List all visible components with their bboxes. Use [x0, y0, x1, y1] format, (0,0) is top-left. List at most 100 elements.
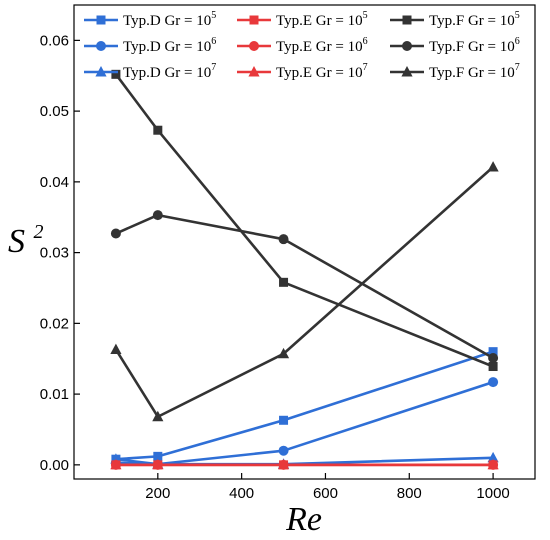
- series-line: [115, 380, 494, 466]
- legend-label-text: Typ.F Gr = 10: [429, 13, 515, 29]
- y-tick-label: 0.06: [40, 32, 69, 49]
- y-tick-label: 0.05: [40, 103, 69, 120]
- data-point: [152, 410, 164, 422]
- y-axis-title-sup: 2: [34, 221, 44, 243]
- y-tick-label: 0.02: [40, 315, 69, 332]
- data-point: [111, 69, 121, 79]
- series-line: [115, 350, 494, 461]
- data-point: [278, 445, 289, 456]
- legend-label: Typ.F Gr = 106: [429, 36, 520, 55]
- x-tick-label: 200: [145, 485, 170, 502]
- legend-label-sup: 5: [515, 10, 520, 21]
- data-point: [278, 234, 289, 245]
- axis-ticks: 200 400 600 800 1000 0.00 0.01 0.02 0.03 0.04 0.05…: [40, 32, 510, 502]
- legend-entry: Typ.D Gr = 106: [84, 36, 216, 55]
- legend-entry: Typ.F Gr = 105: [390, 10, 520, 29]
- y-tick-label: 0.00: [40, 457, 69, 474]
- data-point: [153, 451, 163, 461]
- legend-label: Typ.D Gr = 107: [123, 62, 216, 81]
- legend-label-text: Typ.E Gr = 10: [276, 13, 363, 29]
- x-tick-label: 600: [313, 485, 338, 502]
- data-point: [110, 228, 121, 239]
- legend-swatch-marker: [402, 15, 412, 25]
- legend-label-sup: 6: [211, 36, 216, 47]
- legend-swatch-marker: [249, 41, 259, 51]
- legend-label: Typ.E Gr = 106: [276, 36, 368, 55]
- series-line: [114, 166, 494, 419]
- x-axis-title: Re: [285, 501, 322, 538]
- legend-label-sup: 5: [363, 10, 368, 21]
- y-tick-label: 0.01: [40, 386, 69, 403]
- legend-label-text: Typ.D Gr = 10: [123, 13, 211, 29]
- legend-swatch-marker: [96, 41, 106, 51]
- legend-label-sup: 5: [211, 10, 216, 21]
- legend-entry: Typ.F Gr = 106: [390, 36, 520, 55]
- data-point: [152, 210, 163, 221]
- legend-label-sup: 6: [515, 36, 520, 47]
- legend-label-text: Typ.F Gr = 10: [429, 39, 515, 55]
- data-point: [277, 458, 290, 470]
- legend-label-text: Typ.D Gr = 10: [123, 39, 211, 55]
- legend-entry: Typ.E Gr = 106: [237, 36, 368, 55]
- data-point: [487, 161, 499, 172]
- series-layer: [110, 69, 499, 470]
- legend-entry: Typ.F Gr = 107: [390, 62, 520, 81]
- data-point: [277, 347, 290, 359]
- legend-label-sup: 7: [211, 62, 216, 73]
- x-tick-label: 400: [229, 485, 254, 502]
- y-axis-title: S 2: [8, 221, 44, 260]
- legend-label: Typ.F Gr = 107: [429, 62, 520, 81]
- data-point: [110, 343, 122, 354]
- legend-label: Typ.E Gr = 107: [276, 62, 368, 81]
- y-tick-label: 0.04: [40, 174, 69, 191]
- plot-frame: [73, 4, 536, 480]
- series-2: [110, 377, 499, 470]
- legend-swatch-marker: [95, 66, 107, 77]
- legend-swatch-marker: [96, 15, 106, 25]
- legend-entry: Typ.E Gr = 107: [237, 62, 368, 81]
- data-point: [153, 125, 163, 135]
- x-tick-label: 800: [397, 485, 422, 502]
- y-axis-title-base: S: [8, 223, 25, 260]
- legend-label-text: Typ.E Gr = 10: [276, 39, 363, 55]
- legend-label: Typ.E Gr = 105: [276, 10, 368, 29]
- series-line: [115, 213, 494, 360]
- data-point: [279, 415, 289, 425]
- legend-entry: Typ.E Gr = 105: [237, 10, 368, 29]
- legend-label-text: Typ.E Gr = 10: [276, 65, 363, 81]
- series-1: [111, 347, 498, 464]
- legend-swatch-marker: [248, 66, 260, 77]
- data-point: [488, 347, 498, 357]
- legend-label-sup: 7: [515, 62, 520, 73]
- series-line: [114, 73, 494, 368]
- legend-label-sup: 6: [363, 36, 368, 47]
- legend-label: Typ.D Gr = 106: [123, 36, 216, 55]
- series-8: [110, 210, 499, 364]
- y-tick-label: 0.03: [40, 245, 69, 262]
- legend-swatch-marker: [401, 66, 413, 77]
- series-9: [110, 161, 499, 422]
- data-point: [487, 451, 499, 463]
- data-point: [487, 458, 499, 470]
- legend-label-text: Typ.D Gr = 10: [123, 65, 211, 81]
- legend-swatch-marker: [249, 15, 259, 25]
- series-line: [115, 456, 494, 466]
- x-tick-label: 1000: [476, 485, 509, 502]
- legend-entry: Typ.D Gr = 107: [84, 62, 216, 81]
- data-point: [488, 377, 499, 388]
- legend-entry: Typ.D Gr = 105: [84, 10, 216, 29]
- data-point: [279, 277, 289, 287]
- legend-label-sup: 7: [363, 62, 368, 73]
- data-point: [488, 362, 498, 372]
- series-6: [110, 458, 499, 470]
- legend-swatch-marker: [402, 41, 412, 51]
- legend-label: Typ.F Gr = 105: [429, 10, 520, 29]
- data-point: [110, 458, 122, 470]
- data-point: [152, 458, 164, 470]
- legend-label-text: Typ.F Gr = 10: [429, 65, 515, 81]
- series-7: [111, 69, 498, 372]
- legend-label: Typ.D Gr = 105: [123, 10, 216, 29]
- data-point: [488, 353, 499, 364]
